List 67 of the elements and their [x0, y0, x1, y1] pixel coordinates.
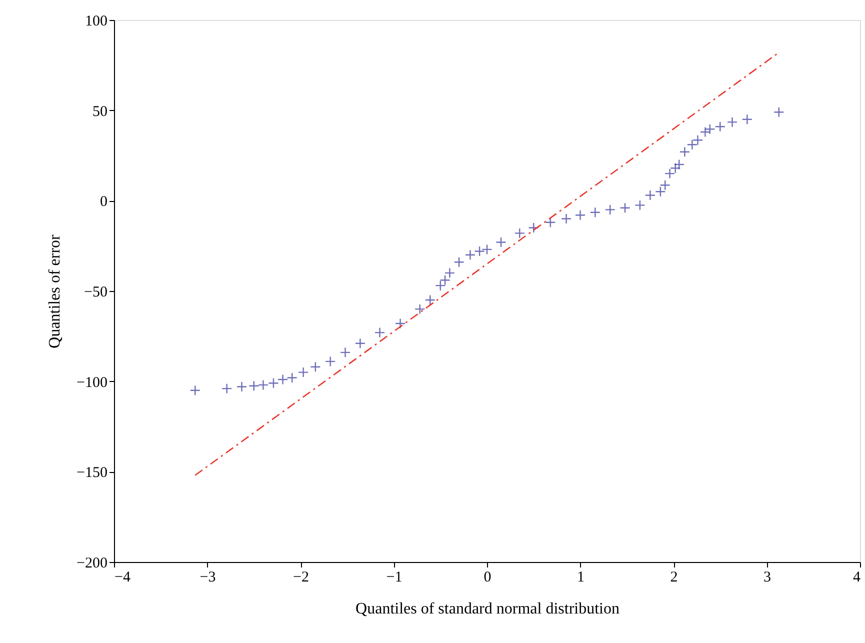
point	[496, 236, 506, 248]
point	[714, 121, 726, 132]
y-tick-label: −150	[76, 465, 108, 482]
y-tick-label: −200	[76, 556, 108, 572]
y-tick-label: 50	[92, 104, 108, 120]
point	[424, 294, 436, 306]
point	[474, 246, 485, 257]
x-tick-label: 3	[764, 570, 771, 586]
y-tick-label: 100	[85, 14, 108, 30]
point	[664, 168, 676, 179]
y-axis-title: Quantiles of error	[46, 234, 64, 348]
point	[590, 207, 601, 218]
y-tick-label: 0	[100, 194, 108, 210]
point	[634, 200, 646, 211]
point	[298, 366, 309, 378]
point	[394, 318, 406, 329]
point	[655, 186, 666, 197]
point	[464, 250, 476, 260]
point	[248, 380, 260, 392]
point	[324, 356, 336, 367]
point	[774, 106, 784, 118]
point	[444, 268, 456, 278]
point	[742, 114, 753, 125]
point	[686, 139, 698, 150]
point	[679, 146, 690, 158]
point	[660, 180, 670, 190]
point	[221, 383, 232, 394]
point	[644, 190, 656, 201]
point	[670, 162, 681, 174]
point	[440, 274, 450, 286]
point	[620, 202, 630, 214]
point	[286, 372, 298, 384]
x-tick-label: −2	[293, 570, 309, 586]
x-tick-label: 1	[577, 570, 584, 586]
point	[236, 381, 248, 392]
point	[310, 362, 321, 372]
point	[277, 374, 288, 385]
x-tick-label: 2	[670, 570, 678, 586]
point	[258, 380, 269, 390]
point	[692, 134, 704, 146]
x-tick-label: −3	[200, 570, 216, 586]
point	[482, 244, 492, 255]
x-tick-label: 4	[853, 570, 861, 586]
point	[528, 222, 539, 234]
y-tick-label: −50	[84, 284, 108, 300]
point	[190, 385, 200, 396]
point	[514, 228, 525, 239]
x-tick-label: −1	[386, 570, 402, 586]
point	[354, 338, 366, 349]
point	[704, 124, 716, 134]
point	[435, 280, 446, 291]
point	[414, 304, 426, 314]
point	[574, 210, 586, 220]
point	[374, 327, 386, 338]
point	[604, 204, 616, 216]
point	[268, 378, 279, 388]
point	[726, 116, 738, 128]
point	[454, 256, 464, 268]
point	[700, 126, 711, 138]
x-tick-label: 0	[484, 570, 492, 586]
x-axis-title: Quantiles of standard normal distribution	[356, 600, 620, 618]
point	[560, 213, 572, 224]
point	[545, 217, 556, 228]
y-tick-label: −100	[76, 374, 108, 391]
x-tick-label: −4	[114, 570, 131, 586]
point	[674, 159, 684, 170]
point	[340, 347, 351, 358]
